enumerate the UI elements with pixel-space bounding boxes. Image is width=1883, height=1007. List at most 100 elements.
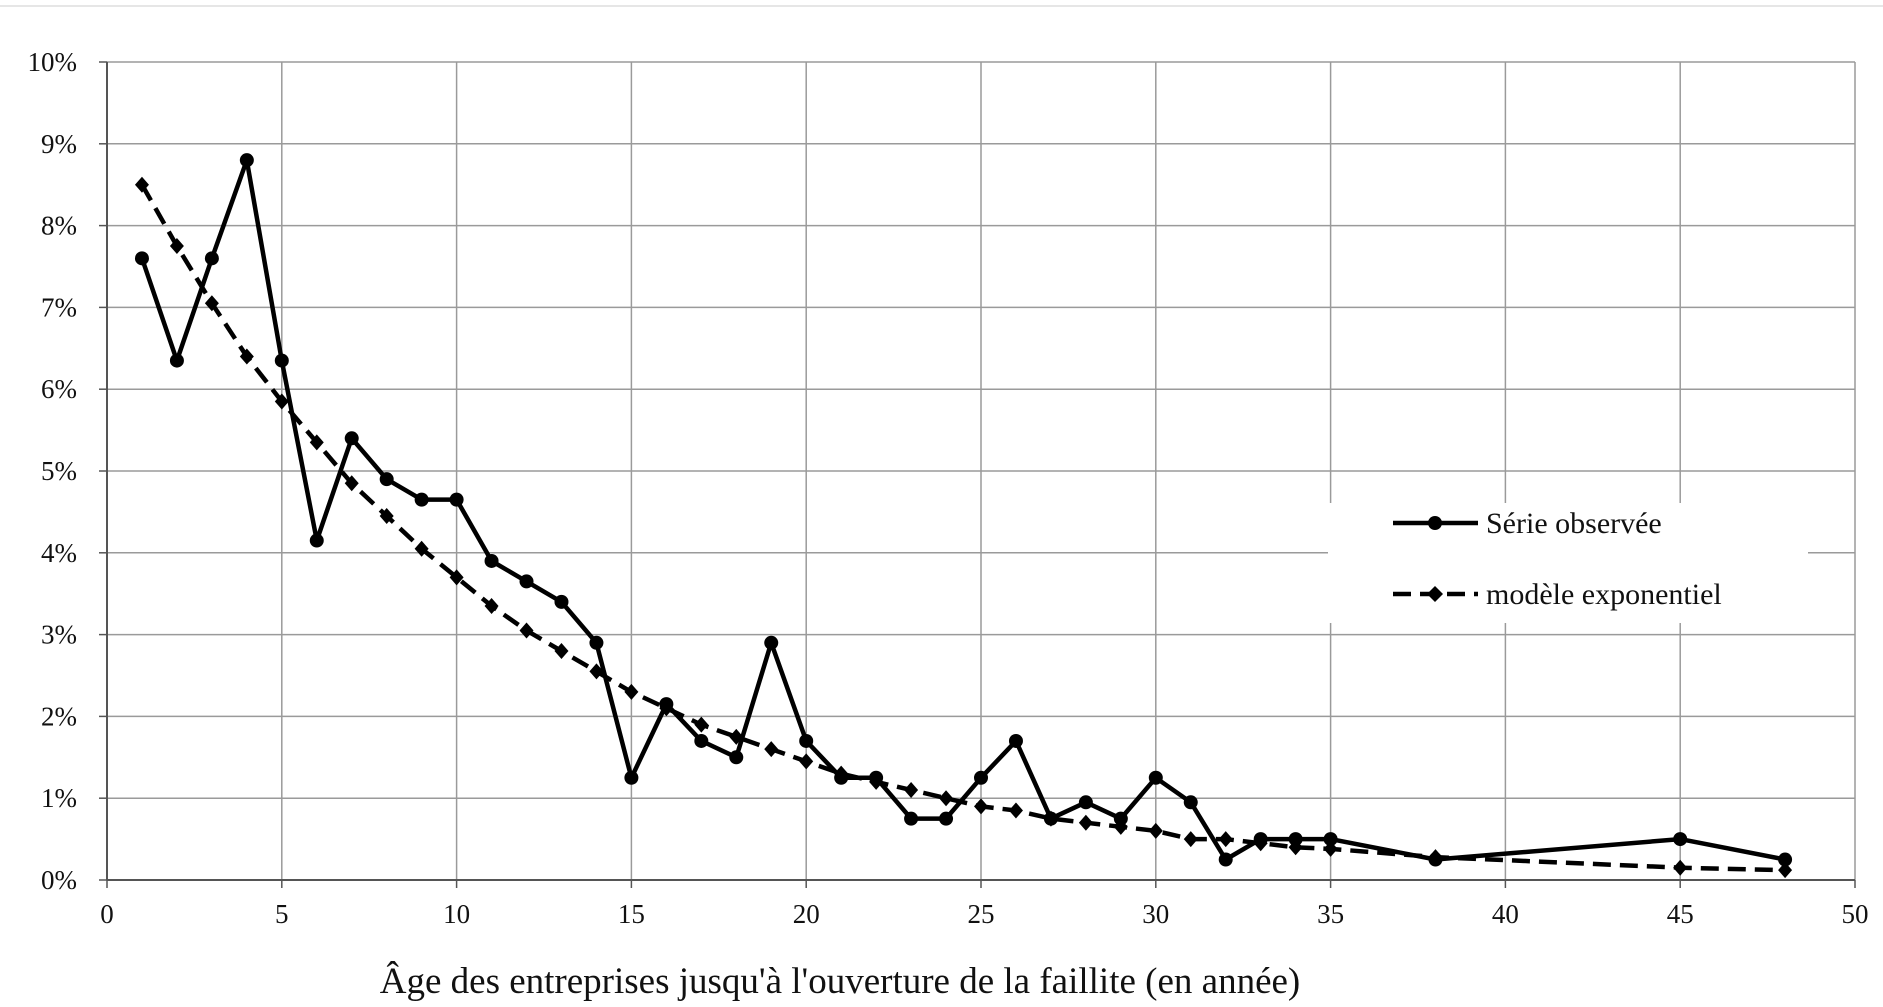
series-1-point-13 (589, 663, 604, 680)
series-0-point-15 (659, 697, 674, 712)
series-0-point-29 (1148, 770, 1163, 785)
series-0-line (139, 157, 1786, 862)
series-layer (134, 153, 1793, 879)
y-tick-label-10: 10% (28, 47, 78, 77)
legend: Série observée modèle exponentiel (1328, 503, 1808, 623)
series-0-point-34 (1323, 832, 1338, 847)
x-tick-label-3: 15 (618, 899, 645, 929)
series-0-point-12 (554, 594, 569, 609)
series-0-point-22 (904, 811, 919, 826)
series-0-point-31 (1218, 852, 1233, 867)
series-1-point-0 (134, 176, 149, 193)
y-tick-label-3: 3% (41, 620, 77, 650)
series-0-point-2 (204, 251, 219, 266)
x-tick-label-2: 10 (443, 899, 470, 929)
x-tick-label-1: 5 (275, 899, 289, 929)
series-1-point-12 (554, 642, 569, 659)
y-tick-label-8: 8% (41, 211, 77, 241)
series-0-point-5 (309, 533, 324, 548)
y-axis-tick-labels: 0% 1% 2% 3% 4% 5% 6% 7% 8% 9% 10% (28, 47, 78, 895)
series-0-point-8 (414, 492, 429, 507)
y-tick-label-6: 6% (41, 374, 77, 404)
series-1-point-31 (1218, 831, 1233, 848)
series-0 (134, 153, 1793, 867)
series-1-point-24 (974, 798, 988, 815)
series-0-point-7 (379, 472, 394, 487)
series-1-point-6 (344, 475, 359, 492)
series-0-point-13 (589, 635, 604, 650)
series-0-point-24 (974, 770, 988, 785)
x-tick-label-4: 20 (793, 899, 820, 929)
series-0-point-4 (274, 353, 289, 368)
y-tick-label-2: 2% (41, 701, 77, 731)
series-1-point-9 (449, 569, 464, 586)
series-0-point-27 (1078, 795, 1093, 810)
series-0-point-6 (344, 431, 359, 446)
x-axis-title: Âge des entreprises jusqu'à l'ouverture … (380, 960, 1300, 1002)
series-1-point-3 (239, 348, 254, 365)
series-1-point-37 (1778, 862, 1793, 879)
x-tick-label-10: 50 (1842, 899, 1869, 929)
series-1-point-16 (694, 716, 709, 733)
y-tick-label-0: 0% (41, 865, 77, 895)
y-tick-label-4: 4% (41, 538, 77, 568)
x-tick-label-6: 30 (1142, 899, 1169, 929)
series-0-point-11 (519, 574, 534, 589)
series-0-point-3 (239, 153, 254, 168)
series-0-point-30 (1183, 795, 1198, 810)
legend-label-observed: Série observée (1486, 507, 1662, 540)
series-1-point-7 (379, 507, 394, 524)
series-1-point-25 (1008, 802, 1023, 819)
legend-label-model: modèle exponentiel (1486, 578, 1722, 611)
series-0-point-16 (694, 733, 709, 748)
series-0-point-32 (1253, 832, 1268, 847)
y-tick-label-1: 1% (41, 783, 77, 813)
series-1-point-22 (904, 782, 919, 799)
x-tick-label-0: 0 (100, 899, 114, 929)
series-0-point-21 (869, 770, 884, 785)
series-0-point-1 (169, 353, 184, 368)
series-0-point-10 (484, 553, 499, 568)
series-0-point-18 (764, 635, 779, 650)
legend-marker-model (1427, 586, 1443, 602)
x-tick-label-7: 35 (1317, 899, 1344, 929)
series-1-point-19 (799, 753, 814, 770)
x-axis-tick-labels: 0 5 10 15 20 25 30 35 40 45 50 (100, 899, 1868, 929)
series-1-point-29 (1148, 822, 1163, 839)
series-0-point-28 (1113, 811, 1128, 826)
series-1-point-27 (1078, 814, 1093, 831)
series-1-point-5 (309, 434, 324, 451)
series-1-point-2 (204, 295, 219, 312)
series-1-point-36 (1673, 859, 1688, 876)
series-0-point-9 (449, 492, 464, 507)
series-0-point-36 (1673, 832, 1688, 847)
series-0-point-37 (1778, 852, 1793, 867)
legend-marker-observed (1428, 516, 1442, 530)
series-0-point-35 (1428, 852, 1443, 867)
series-1-point-8 (414, 540, 429, 557)
series-0-point-17 (729, 750, 744, 765)
y-tick-label-7: 7% (41, 292, 77, 322)
y-tick-label-9: 9% (41, 129, 77, 159)
series-0-point-14 (624, 770, 639, 785)
series-0-point-23 (939, 811, 954, 826)
series-0-point-33 (1288, 832, 1303, 847)
series-1-point-18 (764, 741, 779, 758)
grid (99, 61, 1856, 888)
series-0-point-25 (1008, 733, 1023, 748)
series-1-point-23 (939, 790, 954, 807)
series-0-point-0 (134, 251, 149, 266)
x-tick-label-9: 45 (1667, 899, 1694, 929)
series-1-point-11 (519, 622, 534, 639)
series-1-point-1 (169, 238, 184, 255)
series-1-point-4 (274, 393, 289, 410)
series-1-point-30 (1183, 831, 1198, 848)
series-0-point-20 (834, 770, 849, 785)
series-0-point-19 (799, 733, 814, 748)
series-1-point-14 (624, 683, 639, 700)
x-tick-label-8: 40 (1492, 899, 1519, 929)
y-tick-label-5: 5% (41, 456, 77, 486)
series-0-point-26 (1043, 811, 1058, 826)
series-1-point-10 (484, 597, 499, 614)
